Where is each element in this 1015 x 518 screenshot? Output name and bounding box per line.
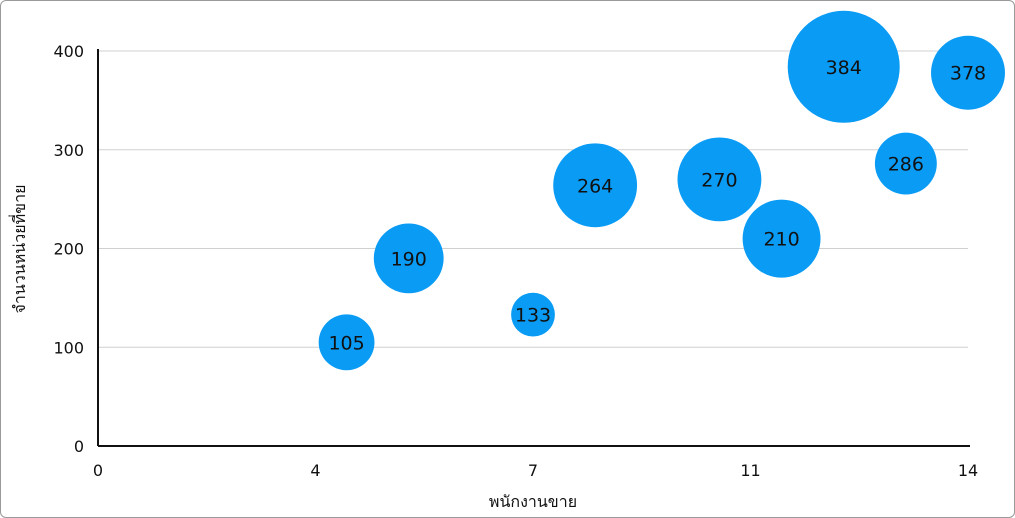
data-label: 270 xyxy=(701,169,737,191)
bubble xyxy=(677,137,762,222)
bubble xyxy=(787,10,900,123)
bubble xyxy=(373,223,444,294)
bubble xyxy=(742,199,821,278)
bubble xyxy=(511,292,555,337)
y-tick-label: 100 xyxy=(53,338,84,357)
bubble xyxy=(931,35,1005,110)
x-tick-label: 11 xyxy=(740,461,760,480)
x-tick-label: 4 xyxy=(310,461,320,480)
data-label: 384 xyxy=(826,57,862,79)
data-label: 264 xyxy=(577,175,613,197)
y-tick-label: 200 xyxy=(53,240,84,259)
bubble xyxy=(553,143,638,228)
y-tick-label: 0 xyxy=(74,437,84,456)
data-label: 133 xyxy=(515,305,551,327)
data-label: 190 xyxy=(391,248,427,270)
x-axis-label: พนักงานขาย xyxy=(489,492,577,511)
data-label: 286 xyxy=(888,154,924,176)
data-label: 105 xyxy=(328,332,364,354)
y-axis-label: จำนวนหน่วยที่ขาย xyxy=(8,185,29,314)
bubble xyxy=(874,132,937,195)
y-tick-label: 300 xyxy=(53,141,84,160)
x-tick-label: 0 xyxy=(93,461,103,480)
bubble xyxy=(318,314,375,371)
data-label: 210 xyxy=(763,229,799,251)
y-tick-label: 400 xyxy=(53,42,84,61)
data-label: 378 xyxy=(950,63,986,85)
x-tick-label: 14 xyxy=(958,461,978,480)
x-tick-label: 7 xyxy=(528,461,538,480)
